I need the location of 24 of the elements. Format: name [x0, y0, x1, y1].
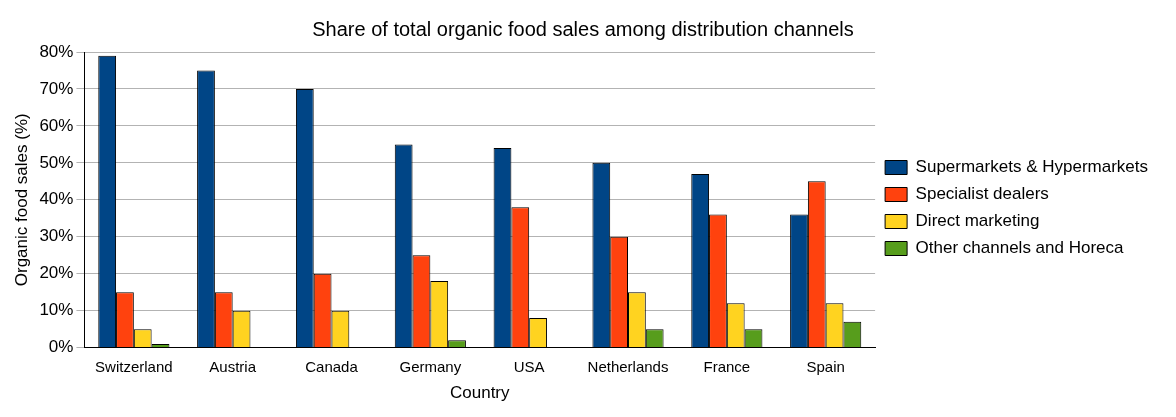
x-tick-label: Austria — [209, 357, 257, 375]
x-axis-title: Country — [449, 383, 511, 403]
legend-label: Direct marketing — [915, 211, 1040, 231]
legend-label: Specialist dealers — [915, 184, 1049, 204]
x-tick-label: France — [703, 357, 751, 375]
y-tick-label: 70% — [39, 78, 74, 98]
x-tick-label: Spain — [806, 357, 845, 375]
y-tick-label: 40% — [39, 189, 74, 209]
legend-label: Other channels and Horeca — [915, 238, 1125, 258]
y-tick-label: 30% — [39, 226, 74, 246]
x-tick-label: Canada — [305, 357, 359, 375]
y-tick-label: 20% — [39, 263, 74, 283]
y-tick-label: 50% — [39, 152, 74, 172]
x-tick-label: USA — [513, 357, 545, 375]
y-tick-label: 10% — [39, 300, 74, 320]
y-tick-label: 80% — [39, 41, 74, 61]
legend-label: Supermarkets & Hypermarkets — [915, 157, 1148, 177]
chart-title: Share of total organic food sales among distribution channels — [312, 17, 854, 40]
x-tick-label: Switzerland — [95, 357, 173, 375]
y-tick-label: 60% — [39, 115, 74, 135]
y-axis-title: Organic food sales (%) — [11, 113, 31, 287]
y-tick-label: 0% — [48, 337, 74, 357]
x-tick-label: Netherlands — [587, 357, 669, 375]
x-tick-label: Germany — [399, 357, 462, 375]
